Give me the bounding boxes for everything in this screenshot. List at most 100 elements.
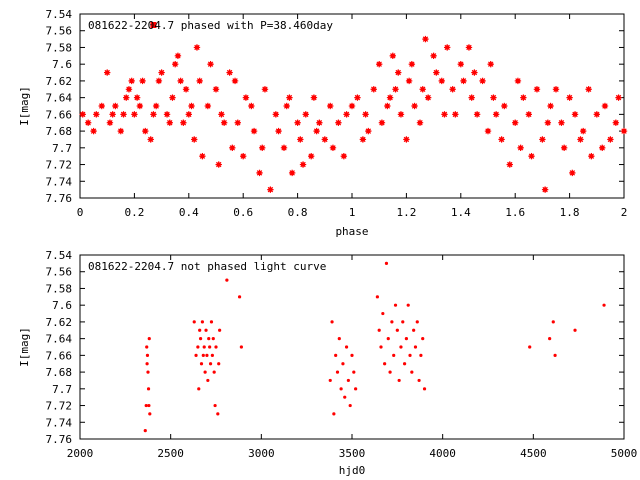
data-point — [390, 320, 394, 324]
data-point — [272, 111, 280, 118]
data-point — [416, 119, 424, 126]
x-tick-label: 4000 — [429, 447, 456, 460]
x-tick-label: 0.4 — [179, 206, 199, 219]
data-point — [343, 395, 347, 399]
y-tick-label: 7.62 — [46, 75, 73, 88]
data-point — [145, 353, 150, 357]
data-point — [250, 127, 258, 135]
data-point — [145, 345, 149, 349]
data-point — [479, 77, 486, 85]
data-point — [415, 320, 419, 324]
data-point — [313, 127, 320, 135]
data-point — [201, 353, 205, 357]
data-point — [213, 403, 217, 408]
data-point — [117, 127, 124, 135]
data-point — [352, 370, 356, 374]
data-point — [283, 102, 290, 110]
data-point — [403, 136, 410, 143]
data-point — [196, 345, 200, 349]
data-point — [239, 345, 243, 349]
data-point — [410, 370, 414, 374]
data-point — [340, 152, 348, 160]
data-point — [354, 94, 361, 101]
data-point — [419, 353, 423, 357]
data-point — [84, 119, 92, 126]
data-point — [316, 119, 323, 126]
data-point — [329, 144, 337, 152]
data-point — [376, 60, 383, 68]
data-point — [155, 77, 163, 85]
data-point — [299, 161, 307, 168]
data-point — [406, 303, 410, 307]
data-point — [288, 169, 296, 177]
data-point — [261, 86, 269, 93]
data-point — [203, 370, 207, 374]
data-point — [452, 111, 459, 118]
data-point — [393, 303, 398, 307]
data-point — [185, 111, 192, 118]
data-point — [465, 44, 473, 51]
data-point — [449, 86, 456, 93]
y-tick-label: 7.58 — [46, 41, 73, 54]
data-point — [337, 337, 341, 341]
data-point — [321, 136, 328, 143]
x-tick-label: 3500 — [339, 447, 366, 460]
data-point — [180, 119, 187, 126]
data-point — [399, 345, 403, 349]
data-point — [207, 60, 214, 68]
data-point — [395, 69, 402, 76]
data-point — [240, 152, 247, 160]
data-point — [218, 111, 225, 118]
data-point — [471, 69, 478, 76]
data-point — [174, 52, 182, 60]
data-point — [188, 102, 195, 110]
data-point — [438, 77, 445, 85]
data-point — [607, 136, 614, 143]
data-point — [457, 60, 464, 68]
data-point — [528, 345, 532, 349]
phased-plot: 0 0.2 0.4 0.6 0.8 1 1.2 1.4 1.6 1.8 2 7.54 7.56 7.58 7… — [18, 8, 627, 238]
x-tick-label: 5000 — [611, 447, 638, 460]
x-tick-label: 0.2 — [124, 206, 144, 219]
y-tick-label: 7.68 — [46, 366, 73, 379]
y-tick-label: 7.56 — [46, 266, 73, 279]
data-point — [558, 119, 565, 126]
data-point — [512, 119, 519, 126]
data-point — [514, 77, 522, 85]
data-point — [350, 353, 354, 357]
data-point — [460, 77, 467, 85]
data-point — [194, 353, 198, 357]
data-point — [339, 387, 343, 391]
y-tick-label: 7.76 — [46, 433, 73, 446]
data-point — [571, 111, 579, 118]
data-point — [354, 387, 358, 391]
data-point — [147, 337, 151, 341]
data-point — [408, 60, 416, 68]
x-tick-label: 1 — [349, 206, 356, 219]
data-point — [202, 345, 206, 349]
data-point — [275, 127, 282, 135]
data-point — [386, 94, 394, 101]
data-point — [501, 102, 508, 110]
data-point — [484, 127, 492, 135]
data-point — [552, 86, 560, 93]
data-point — [231, 77, 239, 85]
data-point — [330, 320, 334, 324]
data-point — [404, 337, 408, 341]
unphased-plot: 2000 2500 3000 3500 4000 4500 5000 7.54 7.56 7.58… — [18, 249, 637, 477]
data-point — [150, 111, 157, 118]
data-point — [158, 69, 165, 76]
phased-plot-title: 081622-2204.7 phased with P=38.460day — [88, 19, 333, 32]
data-point — [615, 94, 622, 101]
x-tick-label: 0.8 — [288, 206, 308, 219]
data-point — [346, 378, 350, 383]
data-point — [212, 86, 220, 93]
data-point — [473, 111, 481, 118]
data-point — [544, 119, 552, 126]
data-point — [335, 370, 340, 374]
phased-plot-points — [79, 22, 628, 193]
data-point — [548, 337, 552, 341]
data-point — [242, 94, 250, 101]
data-point — [402, 362, 407, 366]
